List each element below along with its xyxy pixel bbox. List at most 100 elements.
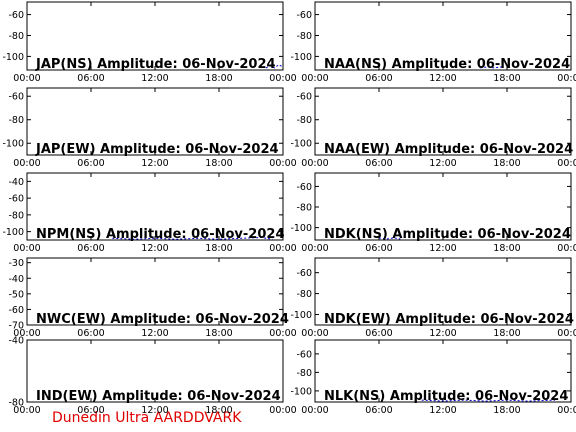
x-tick-label: 00:00 (269, 328, 296, 339)
y-tick-label: -60 (8, 305, 24, 316)
x-tick-label: 00:00 (269, 405, 296, 416)
y-tick-label: -60 (8, 92, 24, 103)
x-tick-label: 12:00 (429, 73, 456, 84)
x-tick-label: 00:00 (557, 328, 576, 339)
x-tick-label: 00:00 (557, 243, 576, 254)
x-tick-label: 12:00 (141, 405, 168, 416)
chart-title: NDK(NS) Amplitude: 06-Nov-2024 (324, 227, 571, 242)
chart-title: IND(EW) Amplitude: 06-Nov-2024 (36, 389, 281, 404)
x-tick-label: 06:00 (77, 405, 104, 416)
x-tick-label: 18:00 (493, 158, 520, 169)
x-tick-label: 12:00 (429, 405, 456, 416)
x-tick-label: 00:00 (13, 158, 40, 169)
x-tick-label: 12:00 (429, 243, 456, 254)
x-tick-label: 00:00 (13, 405, 40, 416)
y-tick-label: -60 (8, 194, 24, 205)
x-tick-label: 18:00 (205, 158, 232, 169)
y-tick-label: -60 (296, 268, 312, 279)
y-tick-label: -50 (8, 289, 24, 300)
x-tick-label: 00:00 (269, 73, 296, 84)
trace (421, 399, 556, 402)
y-tick-label: -70 (8, 321, 24, 332)
y-tick-label: -100 (2, 227, 24, 238)
x-tick-label: 12:00 (141, 328, 168, 339)
x-tick-label: 00:00 (557, 73, 576, 84)
x-tick-label: 00:00 (13, 73, 40, 84)
x-tick-label: 00:00 (557, 405, 576, 416)
y-tick-label: -80 (8, 115, 24, 126)
x-tick-label: 12:00 (141, 73, 168, 84)
x-tick-label: 18:00 (493, 328, 520, 339)
chart-title: NDK(EW) Amplitude: 06-Nov-2024 (324, 312, 574, 327)
x-tick-label: 12:00 (429, 158, 456, 169)
x-tick-label: 18:00 (205, 243, 232, 254)
y-tick-label: -100 (2, 52, 24, 63)
x-tick-label: 00:00 (13, 328, 40, 339)
x-tick-label: 00:00 (269, 243, 296, 254)
y-tick-label: -100 (290, 386, 312, 397)
x-tick-label: 00:00 (269, 158, 296, 169)
y-tick-label: -30 (8, 258, 24, 269)
x-tick-label: 18:00 (205, 73, 232, 84)
y-tick-label: -80 (296, 289, 312, 300)
frame (314, 257, 572, 326)
y-tick-label: -60 (296, 182, 312, 193)
x-tick-label: 12:00 (141, 158, 168, 169)
y-tick-label: -80 (296, 368, 312, 379)
y-tick-label: -40 (8, 177, 24, 188)
frame (26, 257, 284, 326)
x-tick-label: 06:00 (365, 243, 392, 254)
y-tick-label: -80 (8, 31, 24, 42)
chart-title: NAA(EW) Amplitude: 06-Nov-2024 (324, 142, 573, 157)
x-tick-label: 00:00 (13, 243, 40, 254)
x-tick-label: 00:00 (557, 158, 576, 169)
x-tick-label: 00:00 (301, 158, 328, 169)
y-tick-label: -80 (8, 398, 24, 409)
y-tick-label: -80 (296, 31, 312, 42)
x-tick-label: 00:00 (301, 328, 328, 339)
x-tick-label: 00:00 (301, 405, 328, 416)
chart-title: NWC(EW) Amplitude: 06-Nov-2024 (36, 312, 289, 327)
chart-title: NLK(NS) Amplitude: 06-Nov-2024 (324, 389, 568, 404)
chart-title: NAA(NS) Amplitude: 06-Nov-2024 (324, 57, 570, 72)
y-tick-label: -60 (296, 349, 312, 360)
x-tick-label: 06:00 (77, 243, 104, 254)
x-tick-label: 00:00 (301, 243, 328, 254)
y-tick-label: -60 (296, 92, 312, 103)
y-tick-label: -100 (290, 52, 312, 63)
frame (314, 1, 572, 71)
x-tick-label: 18:00 (493, 73, 520, 84)
x-tick-label: 06:00 (365, 73, 392, 84)
x-tick-label: 06:00 (77, 328, 104, 339)
y-tick-label: -80 (296, 203, 312, 214)
frame (26, 1, 284, 71)
x-tick-label: 18:00 (205, 405, 232, 416)
x-tick-label: 06:00 (365, 158, 392, 169)
x-tick-label: 18:00 (493, 243, 520, 254)
chart-title: JAP(EW) Amplitude: 06-Nov-2024 (35, 142, 279, 157)
y-tick-label: -40 (8, 274, 24, 285)
frame (314, 172, 572, 241)
x-tick-label: 06:00 (77, 73, 104, 84)
y-tick-label: -100 (290, 223, 312, 234)
frame (314, 87, 572, 156)
x-tick-label: 12:00 (429, 328, 456, 339)
x-tick-label: 00:00 (301, 73, 328, 84)
x-tick-label: 12:00 (141, 243, 168, 254)
x-tick-label: 18:00 (493, 405, 520, 416)
x-tick-label: 18:00 (205, 328, 232, 339)
trace (265, 64, 283, 69)
footer: Dunedin Ultra AARDDVARK (52, 410, 242, 426)
x-tick-label: 06:00 (365, 328, 392, 339)
y-tick-label: -80 (8, 210, 24, 221)
y-tick-label: -60 (296, 10, 312, 21)
y-tick-label: -40 (8, 336, 24, 347)
y-tick-label: -80 (296, 115, 312, 126)
y-tick-label: -100 (290, 139, 312, 150)
x-tick-label: 06:00 (77, 158, 104, 169)
trace (112, 236, 273, 240)
chart-title: JAP(NS) Amplitude: 06-Nov-2024 (35, 57, 276, 72)
y-tick-label: -100 (2, 139, 24, 150)
y-tick-label: -100 (290, 310, 312, 321)
